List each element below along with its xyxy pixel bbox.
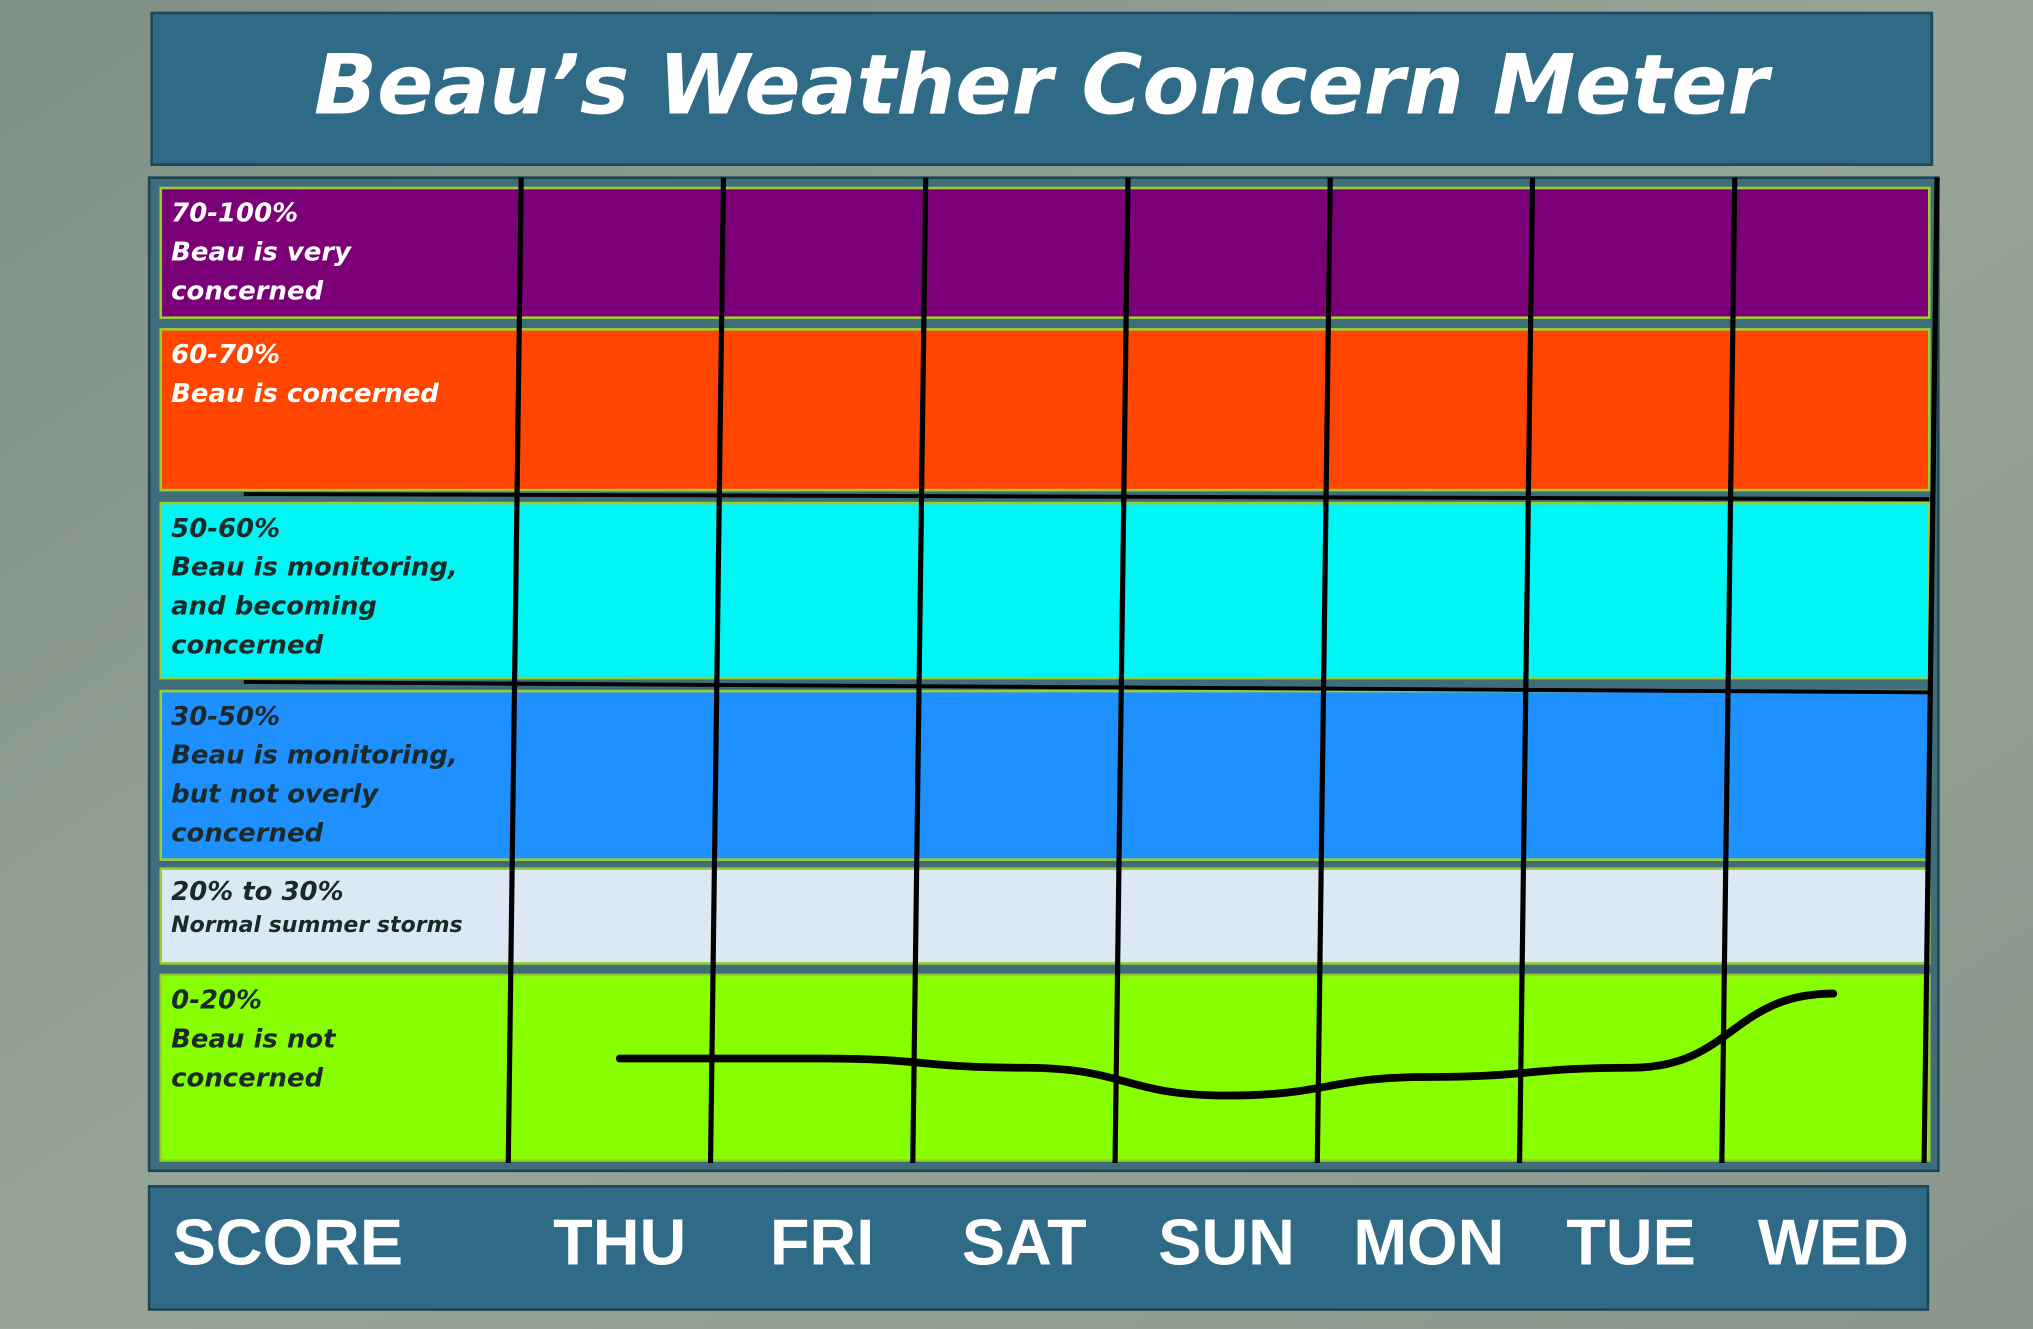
band-label-box: 50-60% Beau is monitoring, and becoming c… xyxy=(171,508,495,664)
x-tick-label: THU xyxy=(553,1205,686,1278)
band-label: 20% to 30% Normal summer storms xyxy=(171,874,495,944)
divider-line xyxy=(243,680,1930,695)
column-divider xyxy=(1719,177,1738,1164)
band-range: 30-50% xyxy=(171,700,281,732)
band xyxy=(159,867,1931,965)
band-label: 0-20% Beau is not concerned xyxy=(171,980,495,1097)
footer-box xyxy=(147,1185,1930,1311)
band-label: 50-60% Beau is monitoring, and becoming c… xyxy=(171,508,495,664)
x-tick-label: SUN xyxy=(1158,1205,1295,1278)
band-range: 0-20% xyxy=(171,984,263,1016)
band-description: Normal summer storms xyxy=(171,912,463,939)
band-label-box: 60-70% Beau is concerned xyxy=(171,335,495,413)
band-description: Beau is not concerned xyxy=(171,1022,336,1094)
column-divider xyxy=(1314,177,1333,1164)
column-divider xyxy=(1516,177,1536,1164)
score-label: SCORE xyxy=(173,1205,403,1278)
band xyxy=(159,501,1931,680)
band-label: 30-50% Beau is monitoring, but not overly… xyxy=(171,696,495,852)
band-label: 70-100% Beau is very concerned xyxy=(171,193,495,310)
column-divider xyxy=(1921,177,1940,1164)
band xyxy=(159,689,1931,861)
x-tick-label: WED xyxy=(1758,1205,1909,1278)
band-label-box: 20% to 30% Normal summer storms xyxy=(171,874,495,944)
column-divider xyxy=(1112,177,1131,1164)
x-tick-label: SAT xyxy=(962,1205,1087,1278)
x-tick-label: MON xyxy=(1353,1205,1504,1278)
divider-line xyxy=(243,492,1930,502)
band-description: Beau is monitoring, and becoming concern… xyxy=(171,551,458,660)
column-divider xyxy=(910,177,929,1164)
band-label-box: 70-100% Beau is very concerned xyxy=(171,193,495,310)
band-description: Beau is concerned xyxy=(171,377,439,409)
band-description: Beau is very concerned xyxy=(171,235,352,307)
x-tick-label: FRI xyxy=(770,1205,874,1278)
band-description: Beau is monitoring, but not overly conce… xyxy=(171,739,458,848)
band-range: 20% to 30% xyxy=(171,875,344,907)
band-label-box: 0-20% Beau is not concerned xyxy=(171,980,495,1097)
band-label-box: 30-50% Beau is monitoring, but not overly… xyxy=(171,696,495,852)
chart-title: Beau’s Weather Concern Meter xyxy=(314,37,1774,134)
column-divider xyxy=(505,177,524,1164)
band-range: 70-100% xyxy=(171,197,299,229)
band xyxy=(159,186,1931,319)
column-divider xyxy=(707,177,727,1164)
band xyxy=(159,328,1931,492)
concern-line xyxy=(615,989,1838,1100)
band-label: 60-70% Beau is concerned xyxy=(171,335,495,413)
x-tick-label: TUE xyxy=(1566,1205,1696,1278)
band-range: 60-70% xyxy=(171,338,281,370)
band-range: 50-60% xyxy=(171,512,281,544)
title-box xyxy=(150,11,1934,166)
